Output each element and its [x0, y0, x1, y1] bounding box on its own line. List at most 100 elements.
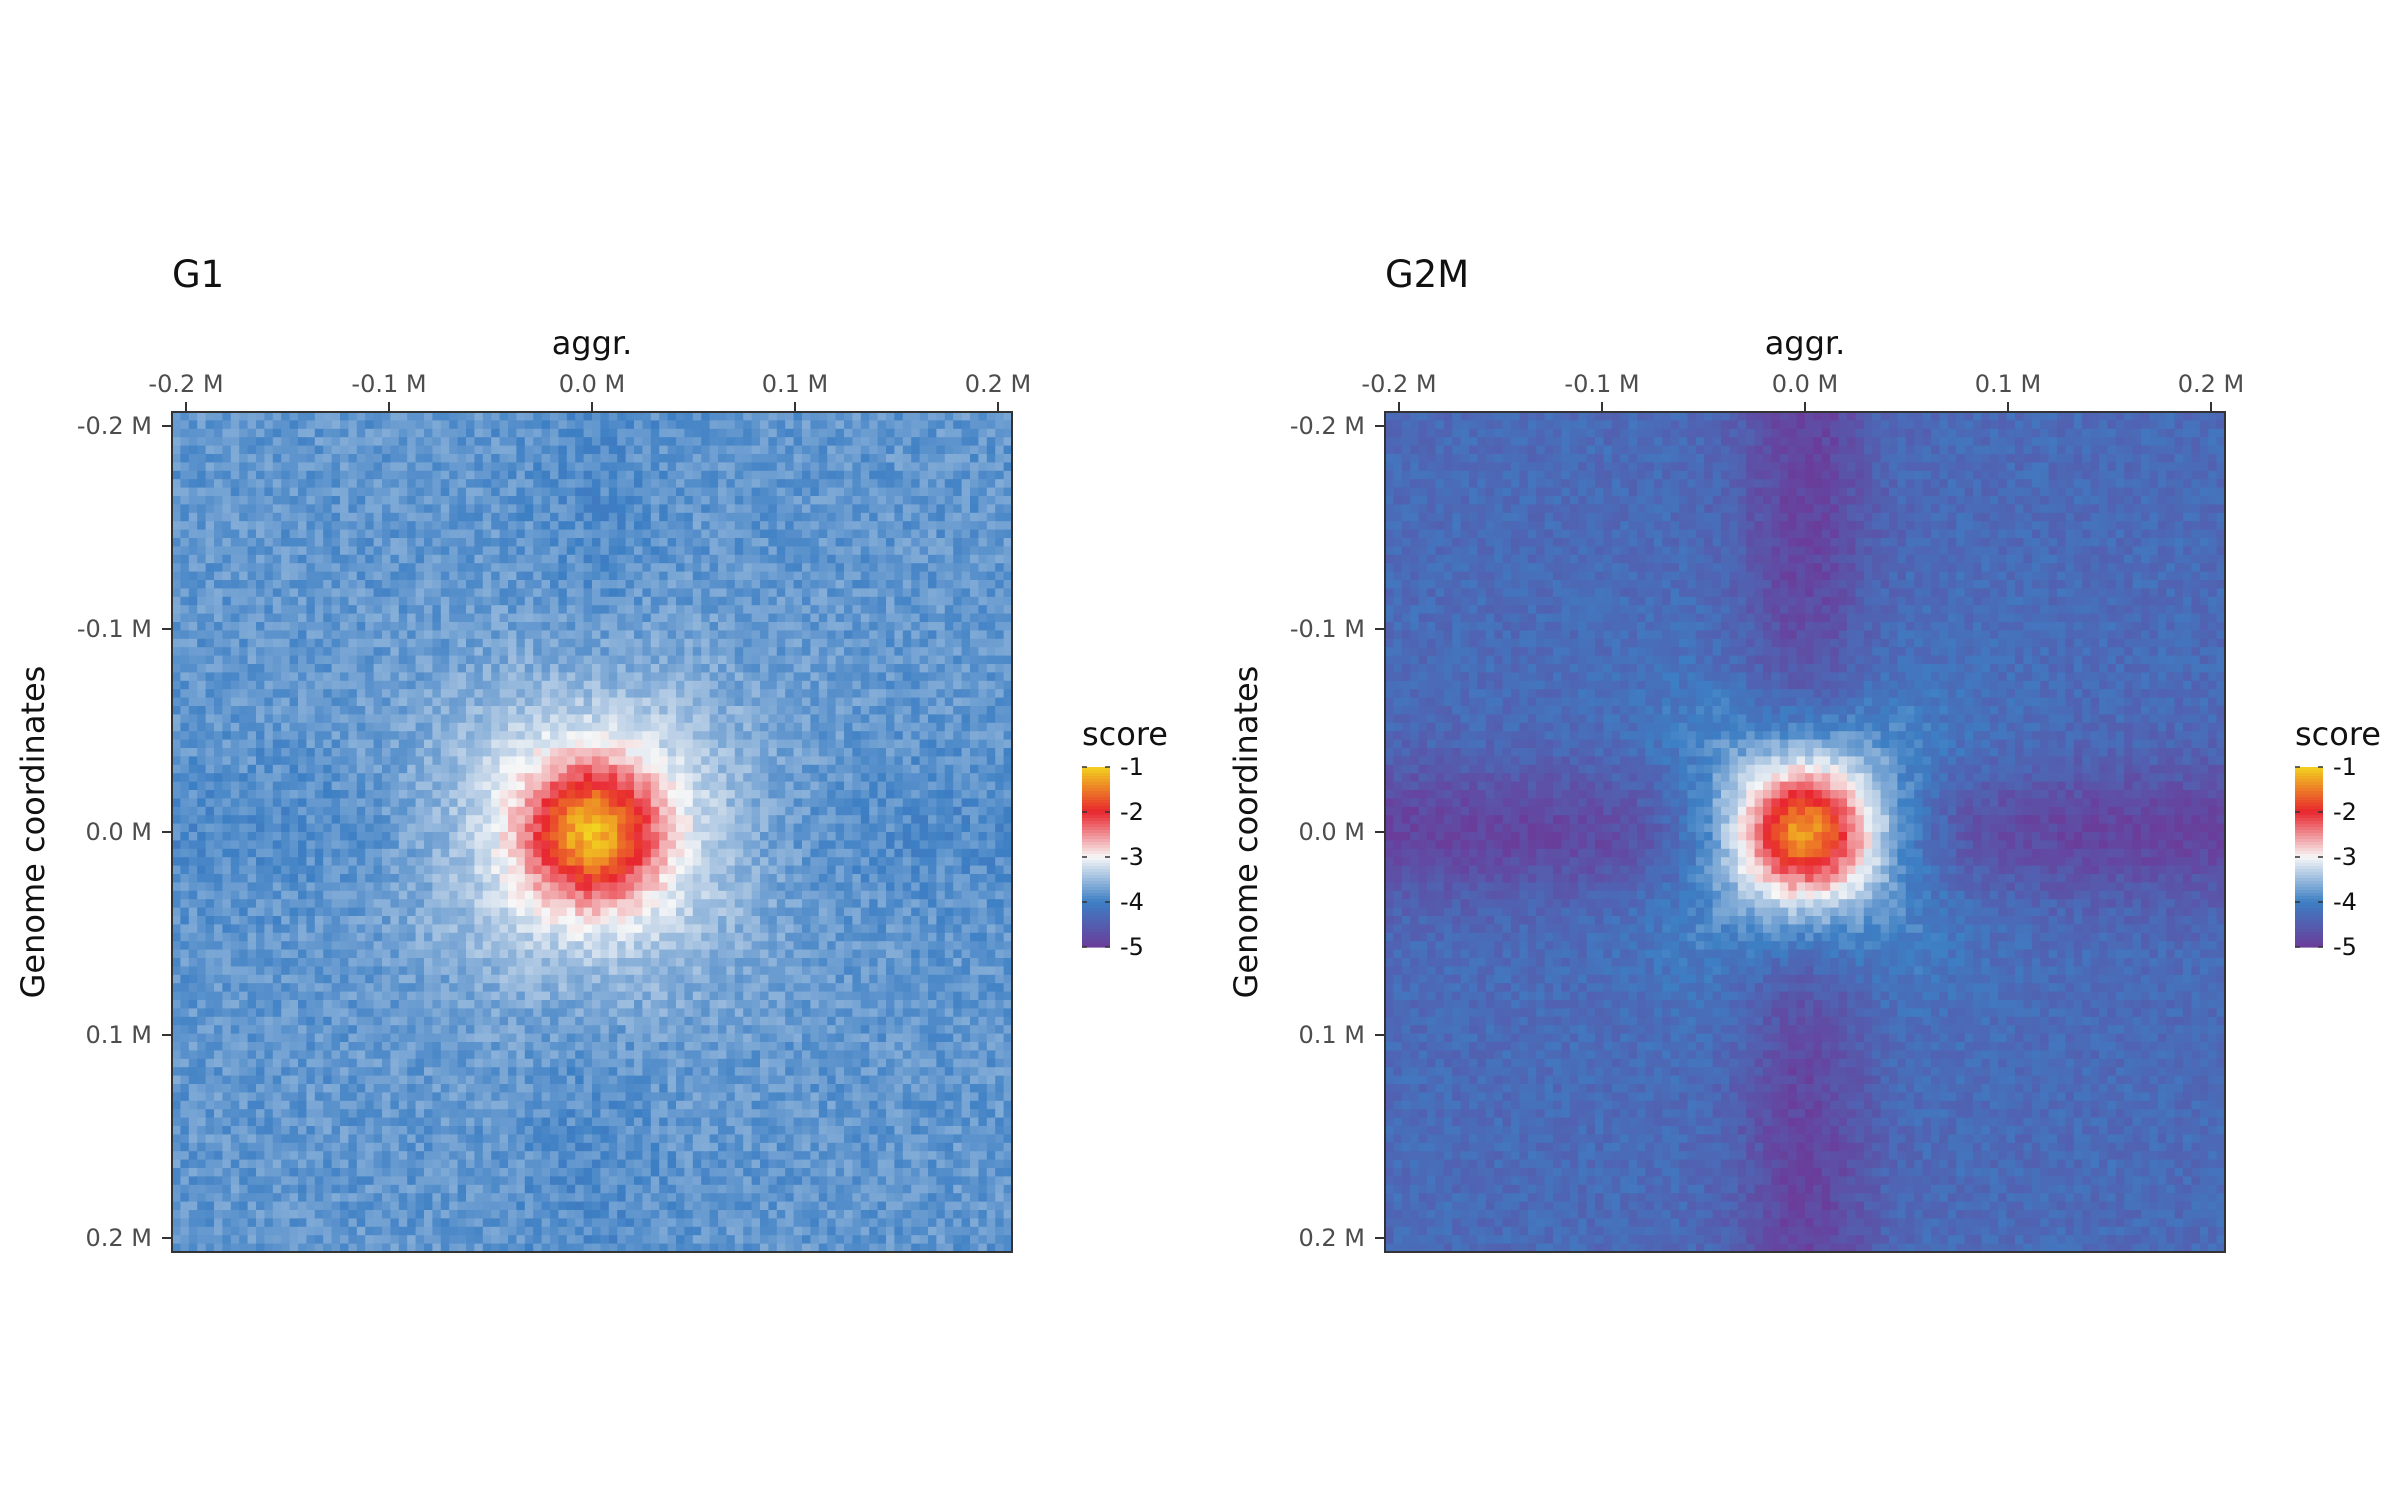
heatmap-cell: [768, 445, 778, 455]
heatmap-cell: [634, 790, 643, 799]
heatmap-cell: [692, 739, 702, 749]
heatmap-cell: [272, 638, 282, 648]
heatmap-cell: [449, 571, 459, 581]
heatmap-cell: [676, 428, 685, 438]
heatmap-cell: [592, 756, 601, 766]
heatmap-cell: [751, 638, 761, 648]
heatmap-cell: [331, 479, 341, 489]
heatmap-cell: [810, 722, 820, 732]
heatmap-cell: [272, 412, 282, 421]
heatmap-cell: [348, 722, 358, 732]
heatmap-cell: [432, 731, 442, 741]
heatmap-cell: [751, 672, 761, 682]
heatmap-cell: [264, 806, 274, 816]
heatmap-cell: [844, 722, 853, 732]
heatmap-cell: [457, 580, 467, 589]
heatmap-cell: [810, 445, 820, 455]
heatmap-cell: [676, 554, 685, 564]
heatmap-cell: [692, 689, 702, 699]
heatmap-cell: [869, 496, 879, 505]
heatmap-cell: [827, 563, 837, 573]
heatmap-cell: [760, 420, 769, 430]
heatmap-cell: [180, 664, 190, 673]
heatmap-cell: [247, 806, 257, 816]
heatmap-cell: [961, 722, 971, 732]
heatmap-cell: [533, 706, 543, 715]
heatmap-cell: [365, 672, 375, 682]
heatmap-cell: [978, 672, 988, 682]
heatmap-cell: [533, 412, 543, 421]
heatmap-cell: [860, 664, 870, 673]
heatmap-cell: [894, 521, 904, 531]
heatmap-cell: [944, 504, 954, 514]
heatmap-cell: [802, 512, 811, 522]
heatmap-cell: [457, 630, 467, 640]
heatmap-cell: [356, 521, 366, 531]
heatmap-cell: [986, 748, 996, 757]
heatmap-cell: [365, 613, 375, 623]
heatmap-cell: [726, 806, 736, 816]
heatmap-cell: [172, 680, 181, 690]
heatmap-cell: [726, 823, 736, 833]
heatmap-cell: [508, 748, 517, 757]
heatmap-cell: [541, 714, 551, 724]
heatmap-cell: [886, 731, 895, 741]
heatmap-cell: [650, 722, 660, 732]
heatmap-cell: [953, 706, 963, 715]
heatmap-cell: [684, 697, 694, 707]
heatmap-cell: [264, 512, 274, 522]
heatmap-cell: [575, 638, 585, 648]
heatmap-cell: [197, 781, 207, 791]
heatmap-cell: [886, 672, 895, 682]
heatmap-cell: [272, 731, 282, 741]
heatmap-cell: [566, 428, 576, 438]
heatmap-cell: [869, 823, 879, 833]
heatmap-cell: [625, 454, 635, 463]
heatmap-cell: [667, 538, 677, 547]
heatmap-cell: [482, 496, 492, 505]
heatmap-cell: [667, 823, 677, 833]
heatmap-cell: [180, 739, 190, 749]
heatmap-cell: [751, 504, 761, 514]
heatmap-cell: [684, 638, 694, 648]
heatmap-cell: [625, 748, 635, 757]
heatmap-cell: [768, 428, 778, 438]
heatmap-cell: [172, 664, 181, 673]
heatmap-cell: [398, 798, 408, 808]
heatmap-cell: [533, 454, 543, 463]
heatmap-cell: [474, 773, 484, 783]
heatmap-cell: [659, 470, 669, 480]
heatmap-cell: [541, 454, 551, 463]
heatmap-cell: [583, 739, 593, 749]
heatmap-cell: [852, 596, 862, 606]
heatmap-cell: [810, 479, 820, 489]
heatmap-cell: [180, 605, 190, 615]
heatmap-cell: [919, 630, 929, 640]
heatmap-cell: [894, 546, 904, 556]
heatmap-cell: [440, 412, 450, 421]
heatmap-cell: [432, 798, 442, 808]
heatmap-cell: [331, 454, 341, 463]
heatmap-cell: [524, 479, 534, 489]
heatmap-cell: [356, 790, 366, 799]
heatmap-cell: [684, 655, 694, 665]
heatmap-cell: [390, 764, 400, 774]
heatmap-cell: [575, 680, 585, 690]
heatmap-cell: [978, 504, 988, 514]
heatmap-cell: [466, 790, 475, 799]
heatmap-cell: [524, 470, 534, 480]
heatmap-cell: [457, 714, 467, 724]
heatmap-cell: [869, 588, 879, 598]
heatmap-cell: [617, 823, 627, 833]
heatmap-cell: [583, 420, 593, 430]
heatmap-cell: [802, 638, 811, 648]
heatmap-cell: [1003, 714, 1013, 724]
heatmap-cell: [373, 706, 383, 715]
heatmap-cell: [222, 521, 232, 531]
heatmap-cell: [499, 722, 509, 732]
heatmap-cell: [365, 706, 375, 715]
heatmap-cell: [953, 546, 963, 556]
heatmap-cell: [550, 798, 559, 808]
heatmap-cell: [953, 571, 963, 581]
heatmap-cell: [793, 554, 803, 564]
